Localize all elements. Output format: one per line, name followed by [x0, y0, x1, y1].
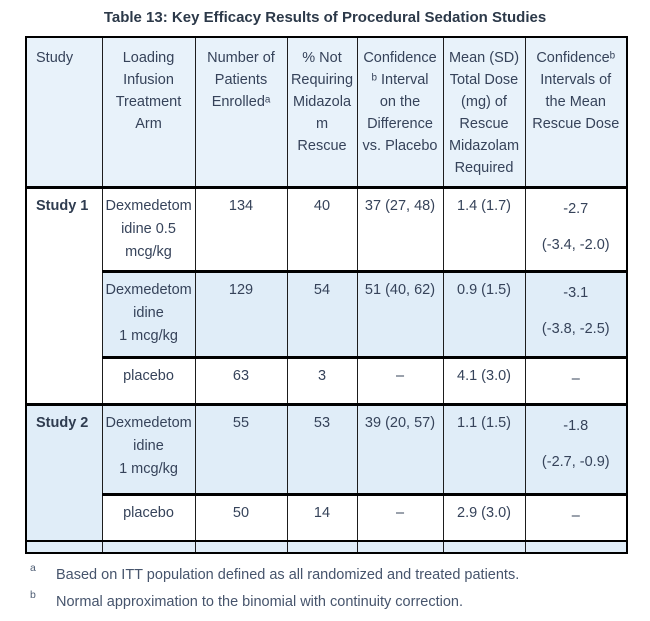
enrolled-cell: 129	[194, 270, 288, 358]
table-header-row: Study Loading Infusion Treatment Arm Num…	[25, 37, 628, 188]
pct-cell: 54	[286, 270, 358, 358]
pct-cell: 14	[286, 493, 358, 541]
footnote-a-marker: a	[30, 562, 36, 574]
empty-cell	[356, 540, 444, 553]
enrolled-cell: 63	[194, 356, 288, 405]
mean-dose-cell: 0.9 (1.5)	[442, 270, 526, 358]
ci-mean-dose-cell: -1.8 (-2.7, -0.9)	[524, 403, 628, 495]
arm-cell: Dexmedetom idine 1 mcg/kg	[101, 403, 196, 495]
empty-cell	[524, 540, 628, 553]
empty-cell	[286, 540, 358, 553]
mean-dose-cell: 1.4 (1.7)	[442, 186, 526, 272]
empty-cell	[25, 540, 103, 553]
mean-dose-cell: 1.1 (1.5)	[442, 403, 526, 495]
ci-mean-dose-cell: -3.1 (-3.8, -2.5)	[524, 270, 628, 358]
header-treatment-arm: Loading Infusion Treatment Arm	[101, 37, 196, 188]
arm-cell: Dexmedetom idine 0.5 mcg/kg	[101, 186, 196, 272]
ci-difference-cell: 39 (20, 57)	[356, 403, 444, 495]
header-study: Study	[25, 37, 103, 188]
arm-cell: placebo	[101, 356, 196, 405]
ci-difference-cell: 37 (27, 48)	[356, 186, 444, 272]
header-patients-enrolled: Number of Patients Enrolledᵃ	[194, 37, 288, 188]
table-row: Study 1 Dexmedetom idine 0.5 mcg/kg 134 …	[25, 186, 628, 405]
ci-mean-dose-cell: -2.7 (-3.4, -2.0)	[524, 186, 628, 272]
mean-dose-cell: 4.1 (3.0)	[442, 356, 526, 405]
table-row: placebo 50 14 – 2.9 (3.0) –	[26, 493, 628, 541]
header-ci-difference: Confidence ᵇ Interval on the Difference …	[356, 37, 444, 188]
mean-dose-cell: 2.9 (3.0)	[442, 493, 526, 541]
header-mean-total-dose: Mean (SD) Total Dose (mg) of Rescue Mida…	[442, 37, 526, 188]
ci-difference-cell: –	[356, 356, 444, 405]
efficacy-results-table: Study Loading Infusion Treatment Arm Num…	[25, 36, 628, 554]
pct-cell: 53	[286, 403, 358, 495]
arm-cell: Dexmedetom idine 1 mcg/kg	[101, 270, 196, 358]
enrolled-cell: 55	[194, 403, 288, 495]
header-pct-not-requiring-rescue: % Not Requiring Midazola m Rescue	[286, 37, 358, 188]
empty-cell	[194, 540, 288, 553]
ci-mean-dose-cell: –	[524, 493, 628, 541]
footnotes: a Based on ITT population defined as all…	[30, 562, 650, 613]
enrolled-cell: 134	[194, 186, 288, 272]
ci-difference-cell: 51 (40, 62)	[356, 270, 444, 358]
table-row: Study 2 Dexmedetom idine 1 mcg/kg 55 53 …	[25, 403, 628, 541]
pct-cell: 3	[286, 356, 358, 405]
footnote-a: a Based on ITT population defined as all…	[30, 562, 650, 586]
study1-label-cell: Study 1	[25, 186, 103, 405]
enrolled-cell: 50	[194, 493, 288, 541]
table-footer-strip	[25, 540, 628, 553]
ci-difference-cell: –	[356, 493, 444, 541]
empty-cell	[442, 540, 526, 553]
table-row: placebo 63 3 – 4.1 (3.0) –	[26, 356, 628, 405]
pct-cell: 40	[286, 186, 358, 272]
arm-cell: placebo	[101, 493, 196, 541]
empty-cell	[101, 540, 196, 553]
page-title: Table 13: Key Efficacy Results of Proced…	[103, 9, 547, 26]
footnote-b-marker: b	[30, 589, 36, 601]
footnote-b-text: Normal approximation to the binomial wit…	[56, 594, 463, 610]
ci-mean-dose-cell: –	[524, 356, 628, 405]
header-ci-mean-rescue-dose: Confidenceᵇ Intervals of the Mean Rescue…	[524, 37, 628, 188]
footnote-b: b Normal approximation to the binomial w…	[30, 589, 650, 613]
footnote-a-text: Based on ITT population defined as all r…	[56, 567, 520, 583]
study2-label-cell: Study 2	[25, 403, 103, 541]
table-row: Dexmedetom idine 1 mcg/kg 129 54 51 (40,…	[26, 270, 628, 358]
